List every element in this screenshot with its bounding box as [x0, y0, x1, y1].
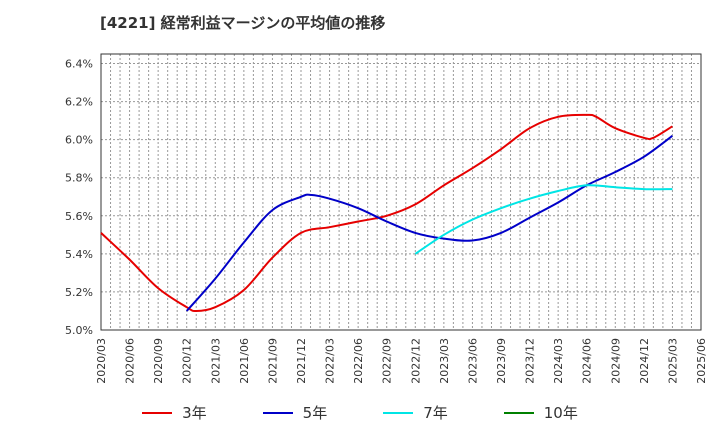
y-tick-label: 5.8% — [65, 172, 93, 185]
plot-area — [101, 54, 701, 330]
plot-frame — [100, 53, 702, 331]
x-tick-label: 2020/12 — [181, 338, 194, 384]
x-tick-label: 2022/03 — [324, 338, 337, 384]
x-tick-label: 2021/09 — [266, 338, 279, 384]
x-tick-label: 2023/09 — [495, 338, 508, 384]
legend-label-10y: 10年 — [543, 404, 578, 422]
x-tick-label: 2024/09 — [609, 338, 622, 384]
legend-label-7y: 7年 — [423, 404, 448, 422]
legend-label-3y: 3年 — [182, 404, 207, 422]
y-tick-label: 6.2% — [65, 96, 93, 109]
x-tick-label: 2020/09 — [152, 338, 165, 384]
x-tick-label: 2025/06 — [695, 338, 708, 384]
legend-swatch-3y — [142, 411, 173, 414]
y-tick-label: 6.0% — [65, 134, 93, 147]
y-tick-label: 5.2% — [65, 286, 93, 299]
legend-item-5y: 5年 — [262, 402, 328, 423]
x-tick-label: 2023/12 — [524, 338, 537, 384]
x-tick-label: 2025/03 — [666, 338, 679, 384]
x-tick-label: 2020/06 — [124, 338, 137, 384]
legend-item-10y: 10年 — [503, 402, 578, 423]
x-tick-label: 2022/12 — [409, 338, 422, 384]
x-tick-label: 2020/03 — [95, 338, 108, 384]
x-tick-label: 2022/09 — [381, 338, 394, 384]
y-tick-label: 5.4% — [65, 248, 93, 261]
legend-swatch-10y — [503, 411, 534, 414]
x-tick-label: 2023/03 — [438, 338, 451, 384]
series-line-0 — [100, 113, 673, 312]
x-tick-label: 2022/06 — [352, 338, 365, 384]
x-tick-label: 2024/03 — [552, 338, 565, 384]
x-tick-label: 2021/03 — [209, 338, 222, 384]
y-tick-label: 6.4% — [65, 58, 93, 71]
legend-swatch-5y — [262, 411, 293, 414]
legend-swatch-7y — [383, 411, 414, 414]
chart-legend: 3年 5年 7年 10年 — [0, 402, 720, 423]
y-tick-label: 5.6% — [65, 210, 93, 223]
x-tick-label: 2024/12 — [638, 338, 651, 384]
legend-item-7y: 7年 — [383, 402, 448, 423]
legend-label-5y: 5年 — [302, 404, 328, 422]
chart-title: [4221] 経常利益マージンの平均値の推移 — [100, 14, 386, 32]
x-tick-label: 2021/12 — [295, 338, 308, 384]
x-tick-label: 2024/06 — [581, 338, 594, 384]
y-tick-label: 5.0% — [65, 324, 93, 337]
x-tick-label: 2023/06 — [466, 338, 479, 384]
series-line-2 — [414, 184, 673, 255]
legend-item-3y: 3年 — [142, 402, 207, 423]
x-tick-label: 2021/06 — [238, 338, 251, 384]
